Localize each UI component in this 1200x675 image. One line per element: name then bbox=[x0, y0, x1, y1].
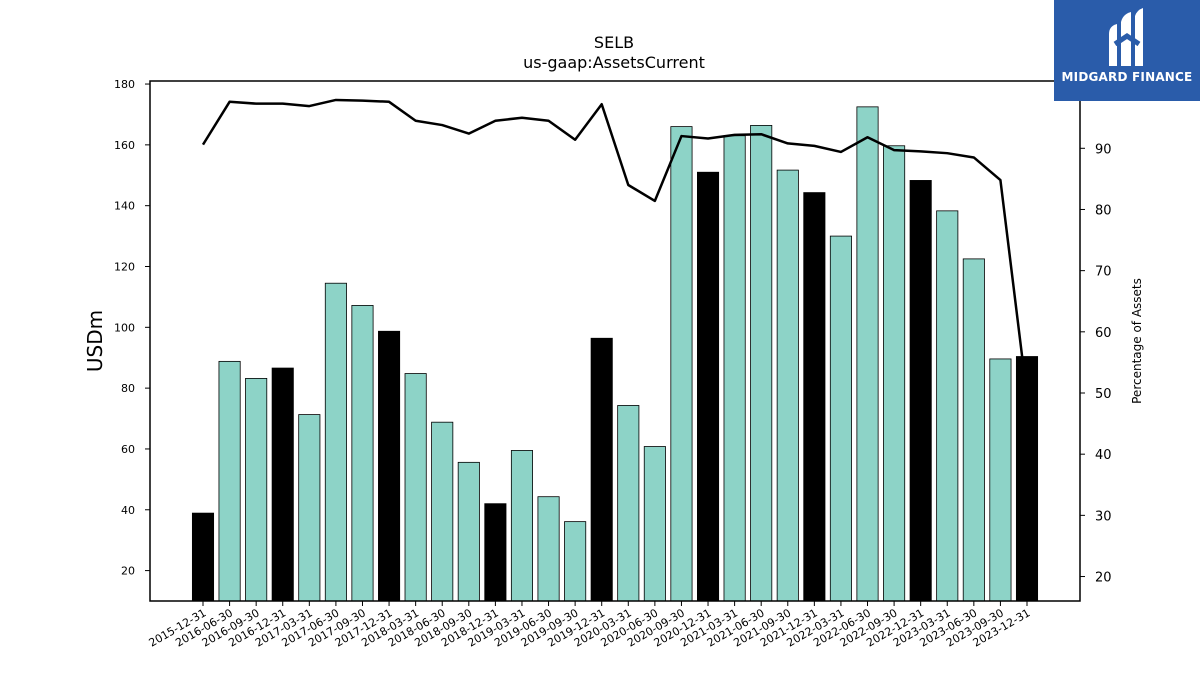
bar-2022-03-31 bbox=[829, 235, 852, 602]
y2-tick-label-70: 70 bbox=[1095, 265, 1112, 280]
y-tick-label-40: 40 bbox=[121, 504, 135, 517]
bar-2022-09-30 bbox=[883, 145, 906, 602]
bar-2023-09-30 bbox=[989, 358, 1012, 602]
bar-2020-12-31 bbox=[697, 171, 720, 602]
bar-2021-06-30 bbox=[750, 125, 773, 602]
bar-2022-06-30 bbox=[856, 106, 879, 602]
y2-tick-label-20: 20 bbox=[1095, 571, 1112, 586]
y-tick-label-160: 160 bbox=[114, 139, 135, 152]
y-tick-label-120: 120 bbox=[114, 260, 135, 273]
bar-2018-06-30 bbox=[431, 421, 454, 602]
bar-2023-06-30 bbox=[962, 258, 985, 602]
plot-frame bbox=[149, 80, 1081, 602]
y-tick-label-100: 100 bbox=[114, 321, 135, 334]
chart-title: SELB bbox=[594, 33, 634, 52]
line-group bbox=[201, 98, 1029, 397]
bar-2022-12-31 bbox=[909, 180, 932, 602]
bars-group bbox=[191, 106, 1039, 602]
y2-tick-label-80: 80 bbox=[1095, 203, 1112, 218]
y2-tick-label-90: 90 bbox=[1095, 142, 1112, 157]
y-axis: 20 40 60 80 100 120 140 160 180 bbox=[114, 78, 150, 578]
bar-2016-12-31 bbox=[271, 367, 294, 602]
bar-2019-09-30 bbox=[564, 521, 587, 602]
y-tick-label-60: 60 bbox=[121, 443, 135, 456]
bar-2017-12-31 bbox=[378, 330, 401, 602]
y-axis-label: USDm bbox=[83, 310, 107, 372]
bar-2017-03-31 bbox=[298, 414, 321, 602]
bar-2015-12-31 bbox=[191, 512, 215, 602]
logo-text: MIDGARD FINANCE bbox=[1061, 70, 1193, 84]
logo-mark-icon bbox=[1109, 8, 1143, 66]
y-tick-label-140: 140 bbox=[114, 200, 135, 213]
percentage-line bbox=[201, 98, 1029, 397]
bar-2018-03-31 bbox=[404, 373, 427, 602]
y2-axis: 20 30 40 50 60 70 80 90 bbox=[1080, 142, 1112, 586]
y2-tick-label-60: 60 bbox=[1095, 326, 1112, 341]
bar-2021-12-31 bbox=[803, 192, 826, 602]
bar-2019-06-30 bbox=[537, 496, 560, 602]
bar-2020-09-30 bbox=[670, 126, 693, 602]
bar-2021-03-31 bbox=[723, 135, 746, 602]
bar-2020-06-30 bbox=[643, 446, 666, 602]
y2-tick-label-40: 40 bbox=[1095, 448, 1112, 463]
bar-2018-09-30 bbox=[457, 461, 480, 602]
bar-2016-09-30 bbox=[245, 377, 268, 602]
bar-2023-03-31 bbox=[936, 210, 959, 602]
y2-tick-label-50: 50 bbox=[1095, 387, 1112, 402]
bar-2017-06-30 bbox=[324, 282, 347, 602]
y-tick-label-20: 20 bbox=[121, 565, 135, 578]
bar-2020-03-31 bbox=[617, 405, 640, 602]
bar-2019-03-31 bbox=[510, 450, 533, 602]
y-tick-label-180: 180 bbox=[114, 78, 135, 91]
bar-2019-12-31 bbox=[590, 337, 613, 602]
y-tick-label-80: 80 bbox=[121, 382, 135, 395]
chart-subtitle: us-gaap:AssetsCurrent bbox=[523, 53, 705, 72]
bar-2021-09-30 bbox=[776, 169, 799, 602]
bar-2018-12-31 bbox=[484, 503, 507, 602]
x-axis: 2015-12-312016-06-302016-09-302016-12-31… bbox=[147, 601, 1033, 650]
bar-2017-09-30 bbox=[351, 305, 374, 602]
midgard-finance-logo: MIDGARD FINANCE bbox=[1054, 0, 1200, 101]
y2-axis-label: Percentage of Assets bbox=[1130, 278, 1144, 404]
y2-tick-label-30: 30 bbox=[1095, 509, 1112, 524]
bar-2016-06-30 bbox=[218, 360, 241, 602]
